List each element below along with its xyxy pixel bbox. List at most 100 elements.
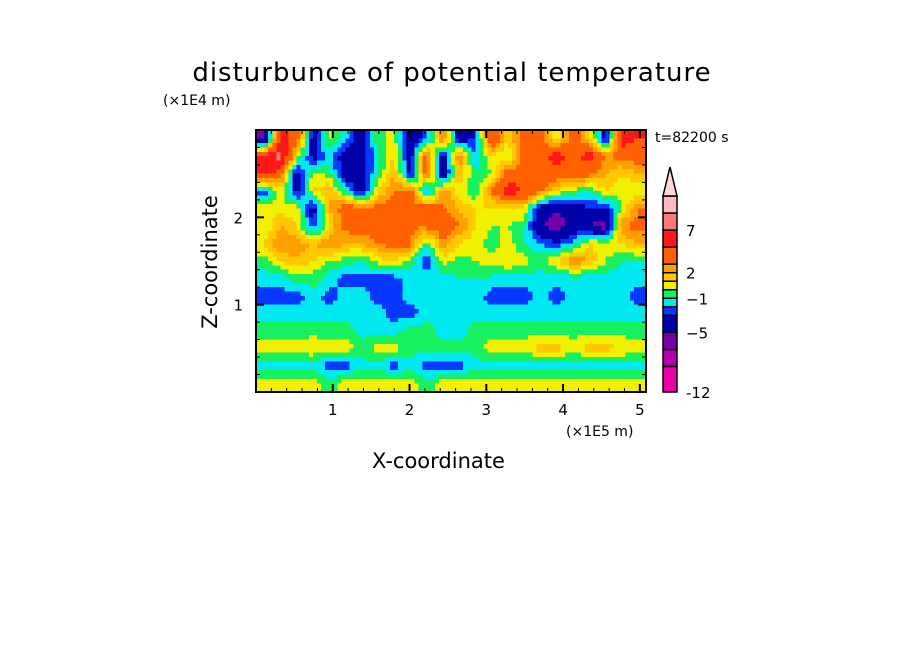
heatmap-cell <box>475 322 481 328</box>
heatmap-cell <box>260 265 265 271</box>
heatmap-cell <box>414 278 420 284</box>
heatmap-cell <box>272 143 277 149</box>
heatmap-cell <box>349 343 355 349</box>
heatmap-cell <box>467 269 472 275</box>
heatmap-cell <box>308 295 314 301</box>
heatmap-cell <box>564 317 570 323</box>
heatmap-cell <box>621 339 627 345</box>
heatmap-cell <box>353 147 359 153</box>
heatmap-cell <box>499 256 505 262</box>
heatmap-cell <box>365 217 371 223</box>
heatmap-cell <box>357 239 363 245</box>
heatmap-cell <box>613 199 619 205</box>
heatmap-cell <box>377 134 383 140</box>
heatmap-cell <box>414 212 420 218</box>
heatmap-cell <box>483 160 489 166</box>
heatmap-cell <box>284 156 290 162</box>
heatmap-cell <box>479 261 485 266</box>
heatmap-cell <box>605 178 611 183</box>
heatmap-cell <box>394 182 399 188</box>
heatmap-cell <box>585 326 590 332</box>
heatmap-cell <box>609 143 615 149</box>
heatmap-cell <box>576 243 582 249</box>
heatmap-cell <box>552 352 558 358</box>
heatmap-cell <box>556 265 562 271</box>
heatmap-cell <box>321 326 326 332</box>
heatmap-cell <box>641 309 647 314</box>
heatmap-cell <box>568 247 574 253</box>
heatmap-cell <box>548 173 554 179</box>
heatmap-cell <box>617 151 623 157</box>
heatmap-cell <box>268 252 273 258</box>
heatmap-cell <box>434 287 440 293</box>
heatmap-cell <box>288 217 294 223</box>
heatmap-cell <box>300 326 306 332</box>
heatmap-cell <box>581 282 586 288</box>
heatmap-cell <box>325 191 330 197</box>
heatmap-cell <box>528 169 533 175</box>
heatmap-cell <box>609 147 615 153</box>
heatmap-cell <box>511 256 517 262</box>
heatmap-cell <box>548 138 554 144</box>
heatmap-cell <box>361 147 367 153</box>
heatmap-cell <box>621 352 627 358</box>
heatmap-cell <box>333 265 338 271</box>
heatmap-cell <box>548 304 554 310</box>
heatmap-cell <box>304 330 310 336</box>
heatmap-cell <box>629 208 635 214</box>
heatmap-cell <box>288 160 294 166</box>
heatmap-cell <box>308 352 314 358</box>
heatmap-cell <box>459 317 464 323</box>
heatmap-cell <box>280 309 286 314</box>
heatmap-cell <box>568 212 574 218</box>
heatmap-cell <box>446 313 452 319</box>
heatmap-cell <box>321 278 326 284</box>
heatmap-cell <box>414 147 420 153</box>
heatmap-cell <box>511 186 517 192</box>
heatmap-cell <box>260 134 265 140</box>
heatmap-cell <box>564 191 570 197</box>
heatmap-cell <box>410 300 416 306</box>
heatmap-cell <box>442 243 448 249</box>
heatmap-cell <box>260 169 265 175</box>
heatmap-cell <box>304 291 310 297</box>
heatmap-cell <box>544 178 550 183</box>
heatmap-cell <box>284 243 290 249</box>
heatmap-cell <box>637 339 643 345</box>
heatmap-cell <box>495 208 501 214</box>
heatmap-cell <box>589 208 594 214</box>
heatmap-cell <box>455 291 460 297</box>
heatmap-cell <box>617 208 623 214</box>
heatmap-cell <box>459 221 464 227</box>
heatmap-cell <box>479 178 485 183</box>
heatmap-cell <box>381 317 387 323</box>
heatmap-cell <box>601 287 606 293</box>
heatmap-cell <box>589 186 594 192</box>
heatmap-cell <box>544 269 550 275</box>
heatmap-cell <box>459 138 464 144</box>
heatmap-cell <box>292 173 298 179</box>
heatmap-cell <box>442 169 448 175</box>
heatmap-cell <box>353 186 359 192</box>
heatmap-cell <box>516 191 521 197</box>
heatmap-cell <box>442 322 448 328</box>
heatmap-cell <box>451 147 456 153</box>
heatmap-cell <box>625 217 631 223</box>
heatmap-cell <box>455 352 460 358</box>
heatmap-cell <box>593 269 598 275</box>
heatmap-cell <box>312 156 318 162</box>
heatmap-cell <box>381 143 387 149</box>
heatmap-cell <box>593 256 598 262</box>
heatmap-cell <box>576 234 582 240</box>
heatmap-cell <box>605 230 611 236</box>
heatmap-cell <box>511 199 517 205</box>
heatmap-cell <box>503 265 509 271</box>
heatmap-cell <box>463 173 468 179</box>
heatmap-cell <box>507 134 513 140</box>
heatmap-cell <box>613 191 619 197</box>
heatmap-cell <box>402 195 407 201</box>
heatmap-cell <box>304 191 310 197</box>
heatmap-cell <box>593 247 598 253</box>
heatmap-cell <box>471 173 476 179</box>
heatmap-cell <box>503 287 509 293</box>
